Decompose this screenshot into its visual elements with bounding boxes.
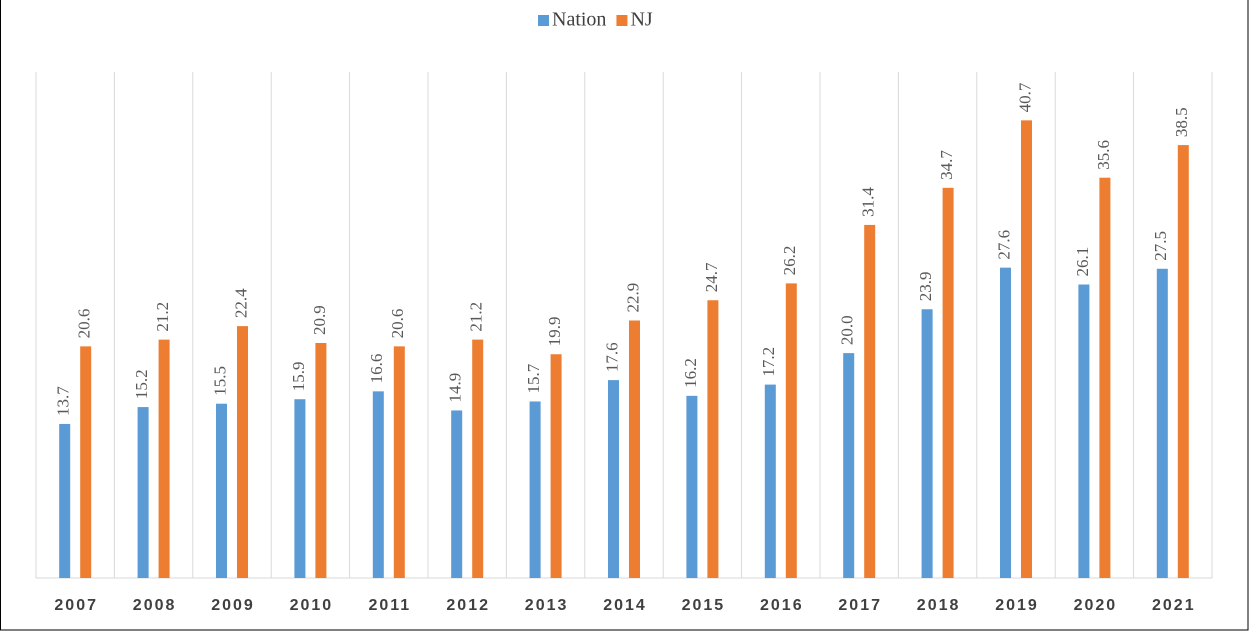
data-label: 19.9 bbox=[545, 316, 564, 346]
data-label: 24.7 bbox=[702, 262, 721, 292]
bar bbox=[785, 283, 797, 578]
bar bbox=[137, 407, 149, 578]
legend-label: NJ bbox=[630, 9, 652, 31]
x-tick-label: 2020 bbox=[1074, 597, 1118, 614]
bar bbox=[393, 346, 405, 578]
data-label: 27.5 bbox=[1151, 231, 1170, 261]
data-label: 15.9 bbox=[289, 361, 308, 391]
bar bbox=[1099, 177, 1111, 578]
data-label: 27.6 bbox=[994, 230, 1013, 260]
bar bbox=[451, 410, 463, 578]
data-label: 31.4 bbox=[859, 187, 878, 217]
bar bbox=[216, 403, 227, 578]
bar bbox=[550, 354, 562, 578]
data-label: 26.1 bbox=[1073, 247, 1092, 277]
data-label: 16.2 bbox=[681, 358, 700, 388]
bar bbox=[294, 399, 306, 578]
data-label: 13.7 bbox=[54, 386, 73, 416]
bar bbox=[1156, 268, 1168, 578]
legend-label: Nation bbox=[552, 9, 606, 31]
bar bbox=[629, 320, 640, 578]
x-tick-label: 2016 bbox=[760, 597, 804, 614]
bar bbox=[1177, 145, 1189, 579]
bar bbox=[315, 342, 327, 578]
legend-swatch bbox=[616, 15, 628, 26]
data-label: 34.7 bbox=[937, 150, 956, 180]
data-label: 14.9 bbox=[446, 373, 465, 403]
data-label: 20.9 bbox=[310, 305, 329, 335]
x-tick-label: 2007 bbox=[54, 597, 98, 614]
data-label: 15.7 bbox=[524, 363, 543, 393]
bar bbox=[372, 391, 384, 578]
bar bbox=[59, 423, 71, 578]
x-tick-label: 2014 bbox=[603, 597, 647, 614]
data-label: 20.6 bbox=[388, 309, 407, 339]
bar bbox=[80, 346, 92, 578]
x-tick-label: 2009 bbox=[211, 597, 255, 614]
bar bbox=[843, 353, 855, 578]
data-label: 16.6 bbox=[367, 354, 386, 384]
data-label: 17.6 bbox=[602, 342, 621, 372]
bar bbox=[707, 300, 719, 578]
x-tick-label: 2010 bbox=[290, 597, 334, 614]
data-label: 22.4 bbox=[231, 288, 250, 318]
data-label: 21.2 bbox=[153, 302, 172, 332]
bar bbox=[686, 395, 698, 578]
bar bbox=[864, 224, 876, 578]
bar bbox=[529, 401, 541, 578]
data-label: 17.2 bbox=[759, 347, 778, 377]
x-tick-label: 2011 bbox=[368, 597, 411, 614]
bar bbox=[1000, 267, 1011, 578]
x-tick-label: 2017 bbox=[838, 597, 882, 614]
bar bbox=[942, 187, 954, 578]
data-label: 22.9 bbox=[623, 283, 642, 313]
bar bbox=[608, 380, 619, 578]
data-label: 38.5 bbox=[1172, 107, 1191, 137]
bar bbox=[158, 339, 170, 578]
data-label: 21.2 bbox=[467, 302, 486, 332]
x-tick-label: 2008 bbox=[133, 597, 177, 614]
x-tick-label: 2018 bbox=[917, 597, 961, 614]
data-label: 40.7 bbox=[1015, 82, 1034, 112]
bar bbox=[472, 339, 484, 578]
data-label: 23.9 bbox=[916, 272, 935, 302]
x-tick-label: 2021 bbox=[1152, 597, 1196, 614]
data-label: 26.2 bbox=[780, 246, 799, 276]
data-label: 35.6 bbox=[1094, 140, 1113, 170]
x-tick-label: 2012 bbox=[446, 597, 490, 614]
data-label: 20.6 bbox=[75, 309, 94, 339]
bar bbox=[1021, 120, 1032, 579]
data-label: 20.0 bbox=[838, 315, 857, 345]
x-tick-label: 2013 bbox=[525, 597, 569, 614]
legend-swatch bbox=[538, 15, 549, 26]
bar bbox=[921, 309, 933, 578]
data-label: 15.5 bbox=[210, 366, 229, 396]
bar bbox=[237, 326, 248, 578]
bar bbox=[1078, 284, 1090, 578]
x-tick-label: 2019 bbox=[995, 597, 1039, 614]
x-tick-label: 2015 bbox=[682, 597, 726, 614]
data-label: 15.2 bbox=[132, 369, 151, 399]
bar bbox=[764, 384, 776, 578]
